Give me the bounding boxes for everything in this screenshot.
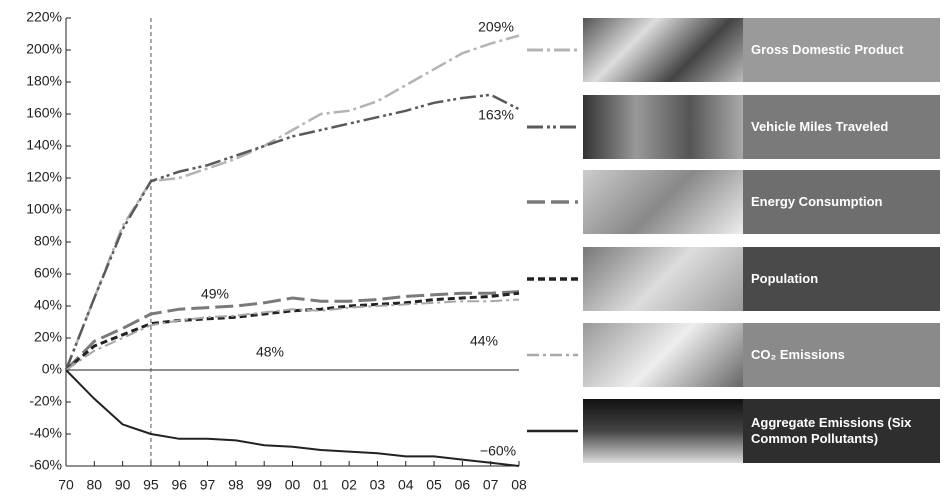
- legend-image: [583, 95, 743, 159]
- legend-label: CO₂ Emissions: [743, 323, 940, 387]
- y-tick-label: -60%: [29, 457, 62, 473]
- x-tick-label: 05: [426, 477, 442, 493]
- data-label: 49%: [201, 286, 229, 302]
- series-line: [65, 369, 520, 467]
- x-tick-label: 90: [115, 477, 131, 493]
- y-tick-label: 160%: [26, 105, 62, 121]
- legend-image: [583, 247, 743, 311]
- legend-image: [583, 323, 743, 387]
- y-tick-label: 120%: [26, 169, 62, 185]
- y-tick-label: 80%: [34, 233, 62, 249]
- x-tick-label: 01: [313, 477, 329, 493]
- y-tick-label: 60%: [34, 265, 62, 281]
- x-tick-label: 96: [171, 477, 187, 493]
- x-tick-label: 95: [143, 477, 159, 493]
- x-tick-label: 70: [58, 477, 74, 493]
- data-label: 44%: [470, 333, 498, 349]
- x-tick-label: 04: [398, 477, 414, 493]
- legend-label: Energy Consumption: [743, 170, 940, 234]
- x-tick-label: 02: [341, 477, 357, 493]
- data-label: 209%: [478, 19, 514, 35]
- legend-item: CO₂ Emissions: [583, 323, 940, 387]
- legend-item: Population: [583, 247, 940, 311]
- x-tick-label: 98: [228, 477, 244, 493]
- x-tick-label: 03: [370, 477, 386, 493]
- legend-label: Gross Domestic Product: [743, 18, 940, 82]
- x-tick-label: 08: [511, 477, 527, 493]
- x-tick-label: 80: [87, 477, 103, 493]
- y-tick-label: 0%: [42, 361, 62, 377]
- data-label: −60%: [480, 443, 516, 459]
- y-tick-label: 180%: [26, 73, 62, 89]
- x-tick-label: 00: [285, 477, 301, 493]
- data-label: 163%: [478, 107, 514, 123]
- series-line: [65, 298, 520, 371]
- y-tick-label: 20%: [34, 329, 62, 345]
- y-tick-label: -20%: [29, 393, 62, 409]
- series-line: [64, 34, 520, 371]
- legend-image: [583, 399, 743, 463]
- legend-item: Vehicle Miles Traveled: [583, 95, 940, 159]
- x-tick-label: 99: [256, 477, 272, 493]
- x-tick-label: 06: [455, 477, 471, 493]
- legend-item: Aggregate Emissions (Six Common Pollutan…: [583, 399, 940, 463]
- y-tick-label: 140%: [26, 137, 62, 153]
- legend-image: [583, 170, 743, 234]
- legend-image: [583, 18, 743, 82]
- legend-label: Population: [743, 247, 940, 311]
- y-tick-label: 40%: [34, 297, 62, 313]
- series-line: [64, 93, 520, 371]
- y-tick-label: 200%: [26, 41, 62, 57]
- legend-label: Vehicle Miles Traveled: [743, 95, 940, 159]
- x-tick-label: 07: [483, 477, 499, 493]
- y-tick-label: 220%: [26, 9, 62, 25]
- legend-label: Aggregate Emissions (Six Common Pollutan…: [743, 399, 940, 463]
- series-line: [65, 291, 520, 372]
- series-line: [64, 290, 520, 372]
- x-tick-label: 97: [200, 477, 216, 493]
- legend-item: Energy Consumption: [583, 170, 940, 234]
- y-tick-label: 100%: [26, 201, 62, 217]
- data-label: 48%: [256, 344, 284, 360]
- legend-item: Gross Domestic Product: [583, 18, 940, 82]
- y-tick-label: -40%: [29, 425, 62, 441]
